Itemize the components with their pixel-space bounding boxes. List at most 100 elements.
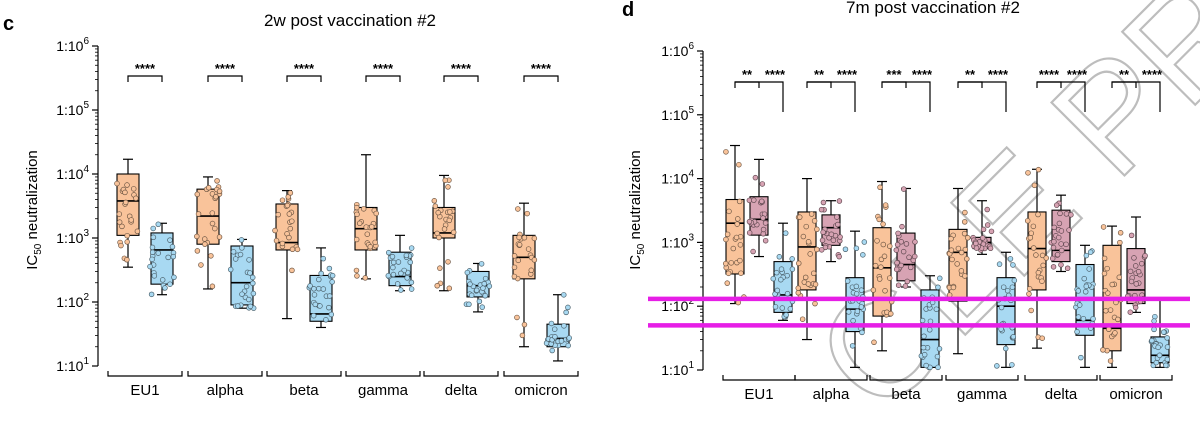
data-point [446,285,453,292]
panel-d-box-EU1-1 [722,144,747,306]
panel-d-x-axis-segment [794,375,868,381]
data-point [521,234,528,241]
data-point [162,285,168,291]
data-point [434,283,440,289]
data-point [511,253,518,259]
panel-d-box-omicron-1 [1100,224,1124,368]
data-point [845,309,852,315]
data-point [320,286,327,292]
data-point [949,256,955,263]
panel-c-box-gamma-2 [385,234,415,293]
panel-d-y-tick-label: 1:102 [661,296,694,314]
data-point [1059,247,1065,254]
data-point [850,318,856,324]
data-point [1000,284,1007,290]
data-point [464,269,471,276]
data-point [216,234,223,240]
data-point [1117,230,1124,236]
panel-c-sig-label: **** [215,61,236,76]
data-point [1164,344,1171,350]
panel-c-sig-label: **** [373,61,394,76]
data-point [407,259,413,266]
data-point [516,242,523,248]
data-point [1039,278,1045,284]
panel-d-sig-label-1: **** [1039,67,1060,82]
data-point [1040,262,1046,269]
data-point [1090,316,1096,322]
data-point [937,275,943,282]
watermark: CLE PRE [783,0,1200,426]
data-point [1135,268,1142,275]
data-point [466,301,472,308]
data-point [923,362,929,369]
data-point [150,225,156,232]
data-point [1116,274,1123,281]
data-point [326,293,333,299]
data-point [369,224,375,230]
data-point [921,351,928,358]
data-point [760,226,767,233]
panel-c-x-axis-segment [107,371,183,377]
data-point [724,231,731,238]
data-point [899,223,905,230]
panel-d-sig-bracket-2 [735,81,784,112]
data-point [772,304,779,310]
data-point [1132,304,1139,311]
data-point [962,246,969,253]
data-point [958,268,965,274]
data-point [810,270,817,277]
data-point [812,281,819,288]
data-point [1155,344,1161,351]
data-point [561,292,567,298]
data-point [354,211,360,218]
data-point [1011,277,1018,284]
data-point [926,327,933,333]
data-point [998,304,1005,311]
data-point [882,288,888,294]
panel-c-x-axis-segment [266,371,342,377]
data-point [1058,262,1064,268]
data-point [1164,335,1170,341]
data-point [130,186,137,192]
data-point [566,335,572,341]
data-point [286,211,293,217]
data-point [1035,211,1041,218]
data-point [987,245,994,252]
data-point [876,216,882,223]
data-point [279,197,286,203]
data-point [980,226,987,233]
data-point [432,203,439,209]
data-point [1068,212,1074,218]
data-point [286,234,292,241]
data-point [519,332,526,339]
panel-d-box-beta-3 [918,275,943,371]
data-point [1151,326,1157,333]
panel-c-box-alpha-1 [194,176,223,290]
data-point [356,220,363,227]
data-point [787,306,794,312]
panel-d-sig-label-2: **** [765,67,786,82]
data-point [830,237,837,244]
data-point [318,270,324,277]
data-point [516,234,522,241]
data-point [1101,255,1108,262]
data-point [735,216,741,222]
data-point [893,247,900,253]
data-point [1083,283,1090,290]
data-point [853,291,860,297]
data-point [812,300,818,307]
data-point [1107,358,1114,364]
data-point [1050,264,1057,270]
data-point [239,245,245,251]
data-point [552,334,558,340]
panel-d-y-tick-label: 1:106 [661,41,694,59]
data-point [1035,269,1042,276]
data-point [447,209,453,215]
data-point [752,174,759,181]
data-point [898,239,905,245]
data-point [877,184,883,191]
data-point [984,222,991,228]
data-point [818,247,825,253]
data-point [1053,202,1060,208]
panel-c-sig-bracket [286,75,322,82]
